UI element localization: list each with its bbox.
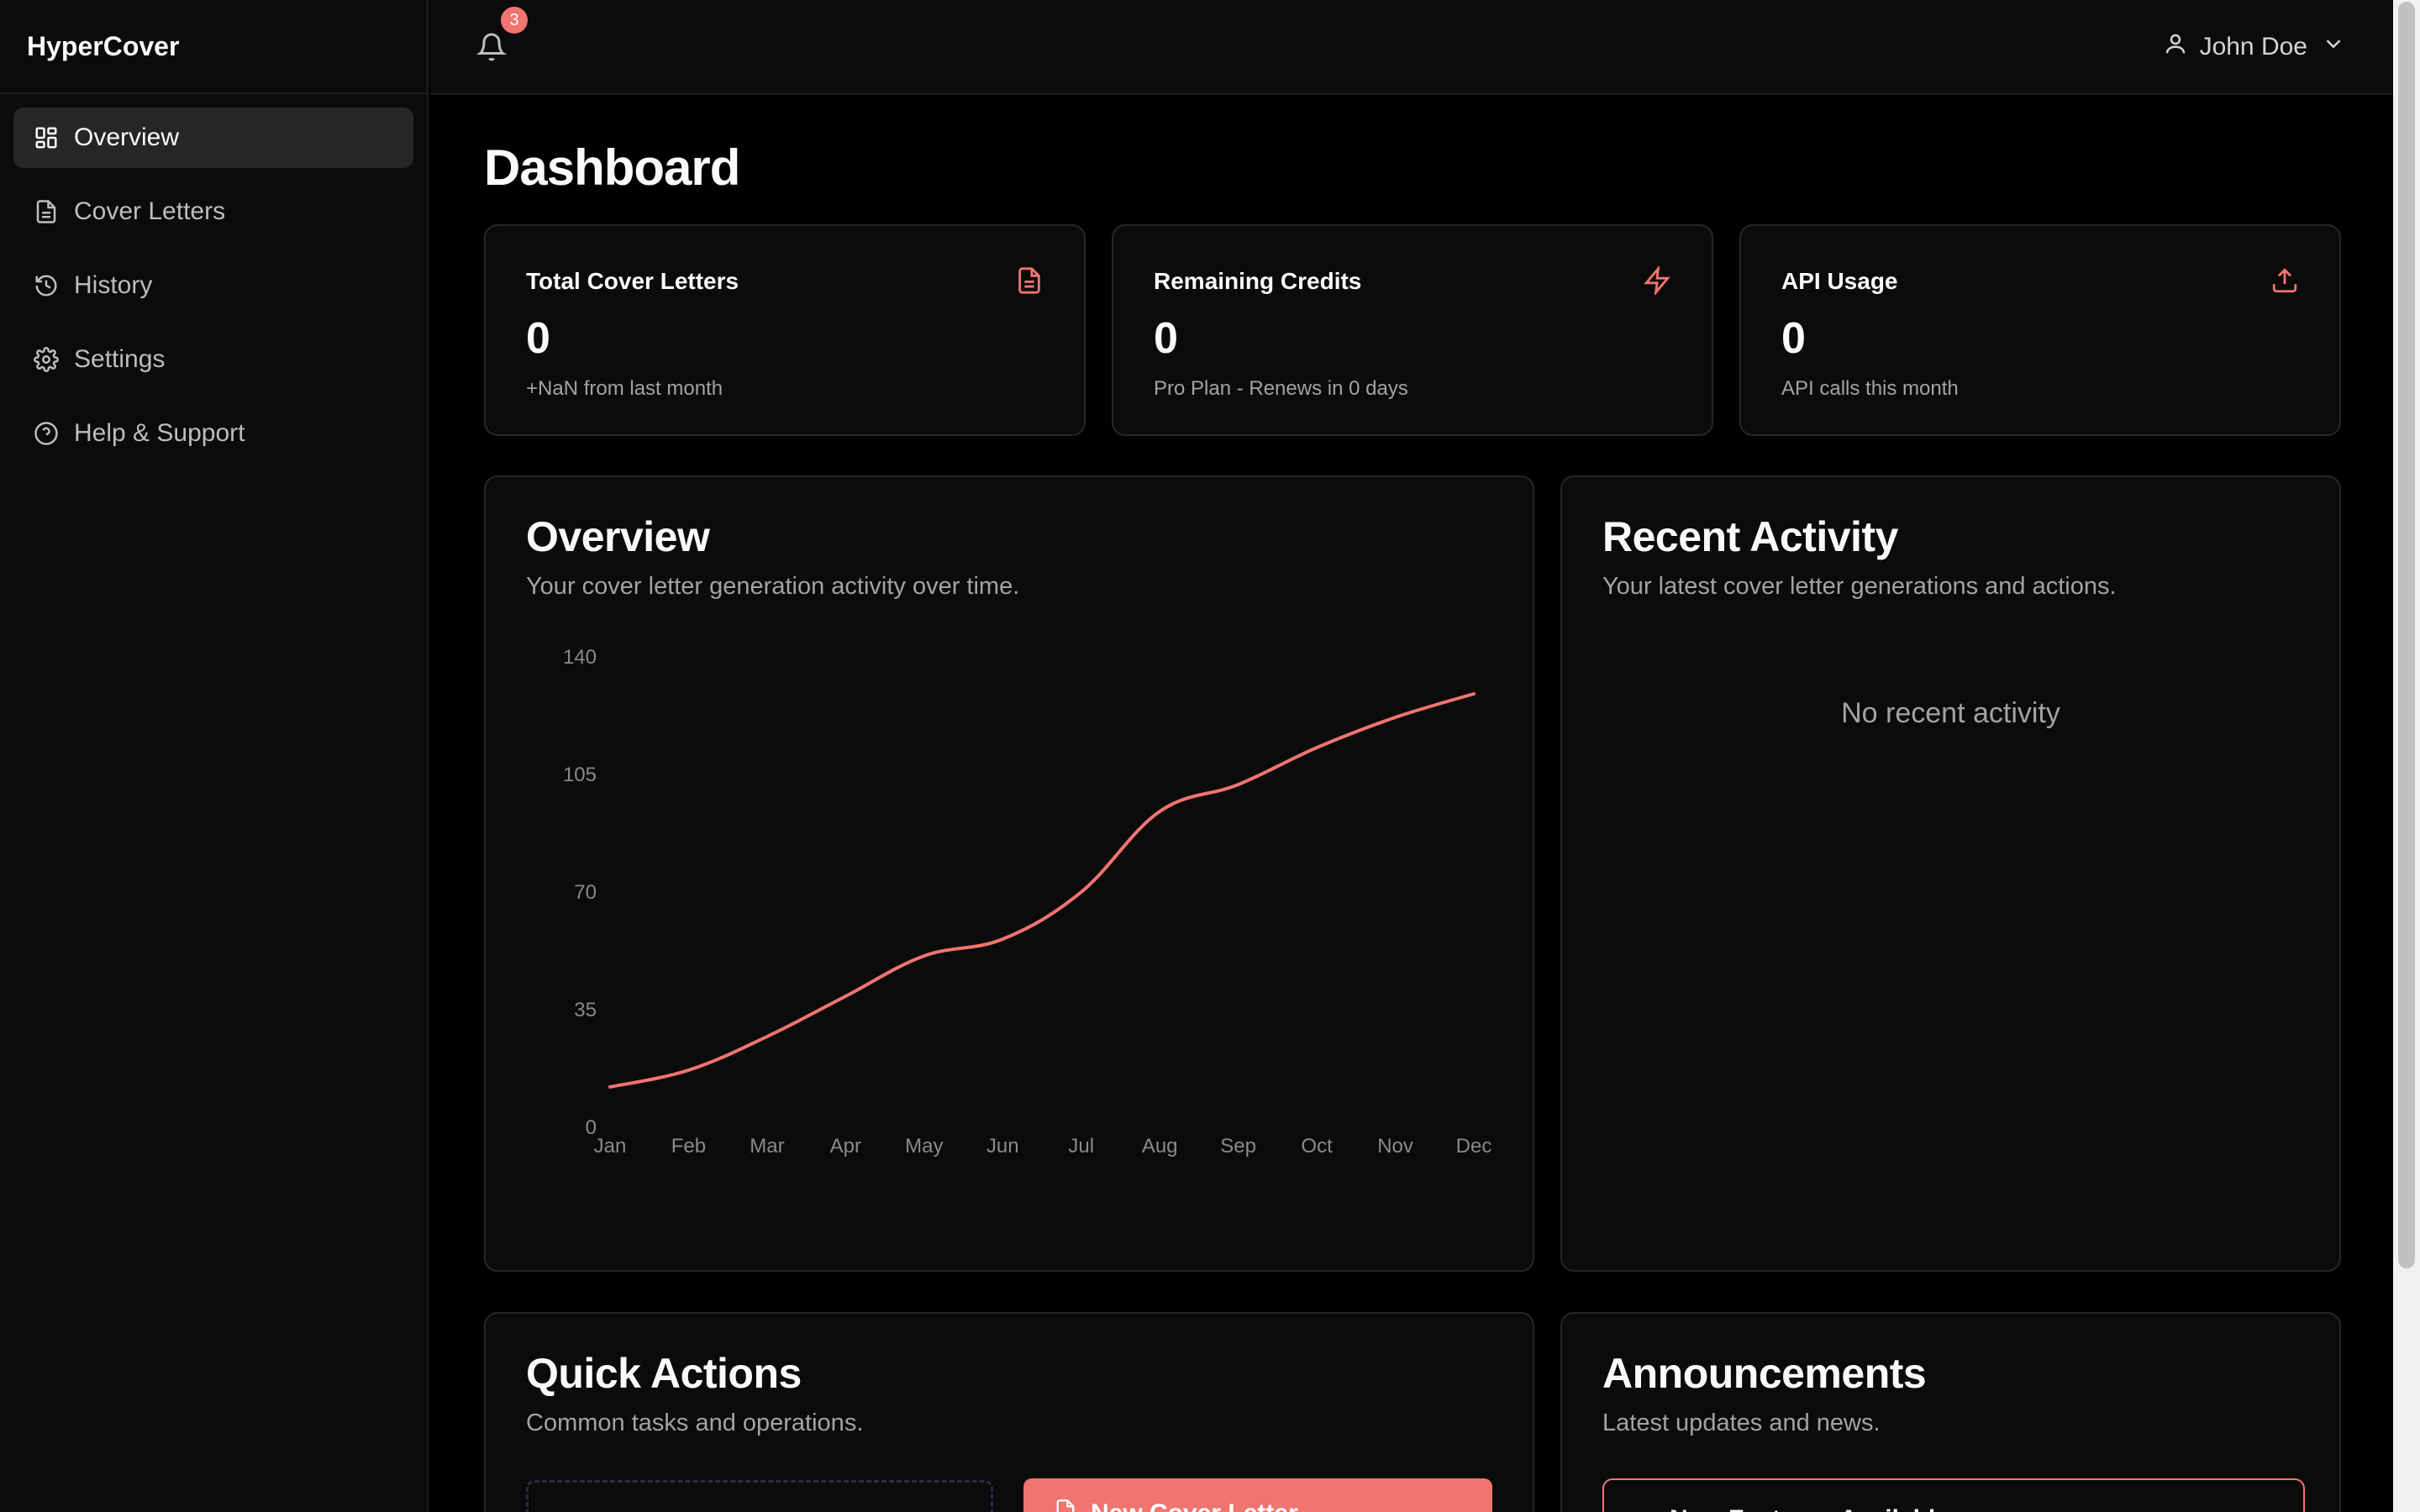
- x-tick-label: Oct: [1301, 1135, 1333, 1158]
- gear-icon: [34, 347, 59, 372]
- stat-card-total-cover-letters: Total Cover Letters 0 +NaN from last mon…: [484, 224, 1086, 436]
- page-title: Dashboard: [484, 139, 740, 196]
- stat-subtitle: Pro Plan - Renews in 0 days: [1154, 377, 1408, 400]
- new-cover-letter-button[interactable]: New Cover Letter: [1023, 1478, 1492, 1512]
- x-tick-label: Jun: [986, 1135, 1019, 1158]
- announcements-card: Announcements Latest updates and news. N…: [1560, 1312, 2341, 1512]
- x-tick-label: Aug: [1142, 1135, 1178, 1158]
- app-logo[interactable]: HyperCover: [0, 0, 427, 94]
- sidebar: HyperCover Overview Cover Letters Histor…: [0, 0, 429, 1512]
- sidebar-item-label: History: [74, 271, 153, 299]
- sidebar-item-overview[interactable]: Overview: [13, 108, 413, 168]
- stat-card-remaining-credits: Remaining Credits 0 Pro Plan - Renews in…: [1112, 224, 1713, 436]
- announcement-label: New Features Available: [1670, 1505, 1949, 1512]
- announcements-description: Latest updates and news.: [1602, 1410, 1881, 1436]
- chevron-down-icon: [2321, 31, 2346, 63]
- quick-actions-description: Common tasks and operations.: [526, 1410, 864, 1436]
- stat-subtitle: +NaN from last month: [526, 377, 723, 400]
- stat-card-api-usage: API Usage 0 API calls this month: [1739, 224, 2341, 436]
- sidebar-item-settings[interactable]: Settings: [13, 329, 413, 390]
- sidebar-item-label: Cover Letters: [74, 197, 226, 225]
- sidebar-item-history[interactable]: History: [13, 255, 413, 316]
- x-tick-label: Dec: [1456, 1135, 1492, 1158]
- empty-state-text: No recent activity: [1841, 697, 2060, 729]
- scrollbar[interactable]: [2393, 0, 2420, 1512]
- announcement-item[interactable]: New Features Available: [1602, 1478, 2305, 1512]
- history-icon: [34, 273, 59, 298]
- scrollbar-thumb[interactable]: [2398, 2, 2415, 1268]
- x-tick-label: Jan: [594, 1135, 627, 1158]
- x-tick-label: May: [905, 1135, 943, 1158]
- series-line: [608, 692, 1476, 1089]
- y-tick-label: 35: [574, 999, 597, 1021]
- sidebar-nav: Overview Cover Letters History Settings …: [0, 94, 427, 491]
- recent-activity-card: Recent Activity Your latest cover letter…: [1560, 475, 2341, 1272]
- y-tick-label: 140: [563, 646, 597, 669]
- upload-icon: [2270, 266, 2299, 295]
- stat-title: API Usage: [1781, 268, 1898, 294]
- help-circle-icon: [34, 421, 59, 446]
- quick-actions-title: Quick Actions: [526, 1350, 802, 1397]
- document-icon: [1054, 1499, 1091, 1512]
- x-tick-label: Apr: [830, 1135, 861, 1158]
- stat-value: 0: [526, 314, 550, 363]
- user-menu[interactable]: John Doe: [2163, 0, 2346, 94]
- main-content: Dashboard Total Cover Letters 0 +NaN fro…: [430, 95, 2393, 1512]
- x-tick-label: Feb: [671, 1135, 706, 1158]
- lightning-icon: [1643, 265, 1671, 297]
- grid-icon: [34, 125, 59, 150]
- document-icon: [1015, 266, 1044, 295]
- y-tick-label: 0: [586, 1116, 597, 1139]
- sidebar-item-help[interactable]: Help & Support: [13, 403, 413, 464]
- y-tick-label: 105: [563, 764, 597, 786]
- user-name: John Doe: [2199, 33, 2307, 60]
- button-label: New Cover Letter: [1091, 1499, 1298, 1512]
- top-bar: 3 John Doe: [430, 0, 2393, 95]
- overview-chart: 0 35 70 105 140 Jan Feb Mar Apr May Jun Jul Aug Sep Oc…: [563, 646, 1492, 1158]
- recent-activity-description: Your latest cover letter generations and…: [1602, 573, 2117, 600]
- overview-title: Overview: [526, 513, 710, 560]
- announcements-title: Announcements: [1602, 1350, 1927, 1397]
- notification-badge: 3: [501, 7, 528, 34]
- x-tick-label: Nov: [1377, 1135, 1413, 1158]
- stat-value: 0: [1781, 314, 1806, 363]
- secondary-action-button[interactable]: [526, 1480, 993, 1512]
- overview-card: Overview Your cover letter generation ac…: [484, 475, 1534, 1272]
- user-icon: [2163, 31, 2188, 63]
- sidebar-item-label: Settings: [74, 345, 166, 373]
- document-icon: [34, 199, 59, 224]
- stat-value: 0: [1154, 314, 1178, 363]
- stat-subtitle: API calls this month: [1781, 377, 1959, 400]
- x-tick-label: Mar: [750, 1135, 784, 1158]
- stat-title: Total Cover Letters: [526, 268, 739, 294]
- sidebar-item-cover-letters[interactable]: Cover Letters: [13, 181, 413, 242]
- x-tick-label: Sep: [1220, 1135, 1256, 1158]
- x-tick-label: Jul: [1068, 1135, 1094, 1158]
- bell-icon[interactable]: [476, 30, 508, 64]
- recent-activity-title: Recent Activity: [1602, 513, 1898, 560]
- overview-description: Your cover letter generation activity ov…: [526, 573, 1020, 600]
- sidebar-item-label: Help & Support: [74, 419, 245, 447]
- quick-actions-card: Quick Actions Common tasks and operation…: [484, 1312, 1534, 1512]
- stat-title: Remaining Credits: [1154, 268, 1362, 294]
- sidebar-item-label: Overview: [74, 123, 180, 151]
- y-tick-label: 70: [574, 881, 597, 904]
